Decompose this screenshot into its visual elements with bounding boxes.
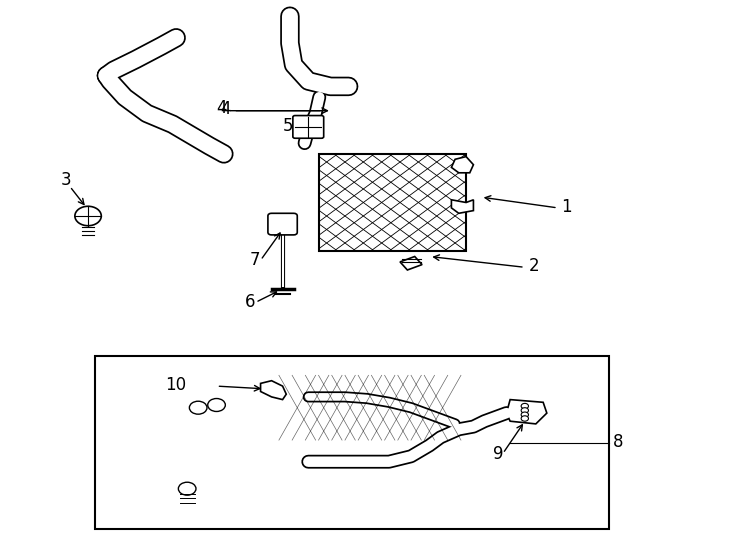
Text: 7: 7	[250, 251, 260, 268]
Circle shape	[521, 408, 528, 413]
Polygon shape	[400, 256, 422, 270]
Text: 4: 4	[220, 100, 230, 118]
Circle shape	[521, 416, 528, 421]
Circle shape	[208, 399, 225, 411]
Polygon shape	[506, 400, 547, 424]
FancyBboxPatch shape	[293, 116, 324, 138]
Circle shape	[521, 412, 528, 417]
Text: 6: 6	[245, 293, 255, 310]
FancyBboxPatch shape	[95, 356, 609, 529]
Text: 2: 2	[528, 257, 539, 275]
Circle shape	[178, 482, 196, 495]
Circle shape	[75, 206, 101, 226]
FancyBboxPatch shape	[268, 213, 297, 235]
Text: 5: 5	[283, 117, 293, 134]
Text: 8: 8	[613, 433, 623, 450]
Polygon shape	[451, 200, 473, 213]
Text: 3: 3	[60, 171, 70, 188]
Polygon shape	[261, 381, 286, 400]
Circle shape	[189, 401, 207, 414]
Text: 1: 1	[562, 198, 572, 215]
Bar	[319, 154, 466, 251]
Polygon shape	[451, 157, 473, 173]
Text: 10: 10	[165, 376, 186, 394]
Text: 9: 9	[493, 445, 504, 463]
Text: 4: 4	[217, 99, 227, 117]
Circle shape	[521, 403, 528, 409]
